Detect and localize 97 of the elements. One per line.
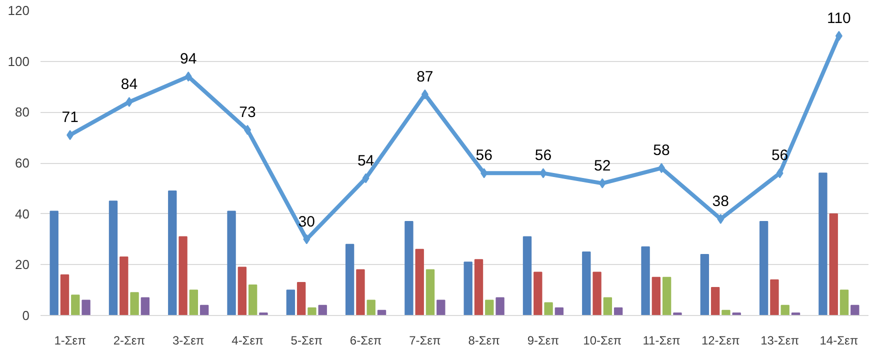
bar	[722, 310, 730, 316]
y-tick-label: 20	[15, 257, 30, 272]
y-tick-label: 80	[15, 104, 30, 120]
bar	[50, 210, 58, 316]
bar	[404, 220, 414, 316]
bar	[554, 307, 564, 316]
bar	[496, 297, 504, 316]
point	[598, 178, 606, 188]
point	[126, 97, 133, 107]
bar	[829, 213, 838, 316]
bar	[248, 284, 258, 316]
x-tick-label: 3-Σεπ	[172, 334, 204, 348]
point	[835, 30, 842, 41]
bar	[238, 266, 247, 316]
point	[421, 89, 428, 100]
data-label: 56	[534, 147, 552, 164]
point	[540, 168, 547, 178]
bar	[534, 272, 542, 316]
bar	[592, 272, 602, 316]
bar	[60, 274, 70, 316]
bar	[82, 300, 90, 316]
bar	[582, 251, 591, 316]
point	[303, 234, 310, 244]
bar	[108, 200, 118, 316]
bar	[780, 304, 790, 316]
bar	[345, 244, 354, 316]
bar	[120, 256, 128, 316]
x-tick-label: 5-Σεπ	[290, 334, 323, 348]
bar	[356, 269, 365, 316]
data-label: 52	[594, 157, 611, 174]
bar	[662, 276, 672, 316]
bar	[614, 307, 623, 316]
y-tick-label: 0	[22, 308, 30, 323]
data-label: 54	[357, 152, 374, 170]
bar	[178, 236, 188, 316]
y-tick-label: 100	[8, 54, 30, 69]
point	[184, 72, 192, 82]
bar	[850, 304, 860, 316]
bar	[603, 297, 612, 316]
bar	[818, 172, 828, 316]
bar	[200, 304, 209, 316]
bar	[426, 269, 435, 316]
data-label: 94	[180, 50, 197, 68]
bar	[710, 287, 720, 316]
bar	[700, 254, 710, 316]
point	[362, 173, 370, 184]
x-tick-label: 2-Σεπ	[113, 334, 146, 348]
data-label: 84	[120, 76, 138, 93]
point	[717, 214, 724, 224]
bar	[130, 292, 139, 316]
bar	[840, 290, 849, 316]
bar	[286, 290, 296, 316]
bar	[168, 190, 177, 316]
bar	[759, 220, 768, 316]
bar	[522, 236, 532, 316]
data-label: 56	[476, 147, 492, 164]
y-tick-label: 120	[8, 3, 30, 18]
x-tick-label: 8-Σεπ	[468, 334, 500, 348]
bar	[770, 279, 779, 316]
x-tick-label: 6-Σεπ	[350, 334, 382, 348]
bar	[189, 290, 198, 316]
x-tick-label: 9-Σεπ	[527, 334, 560, 348]
y-tick-label: 40	[15, 206, 30, 222]
data-label: 38	[712, 192, 729, 210]
bar	[318, 304, 327, 316]
bar	[227, 210, 236, 316]
bar	[71, 294, 80, 316]
x-tick-label: 13-Σεπ	[760, 334, 799, 348]
data-label: 71	[62, 109, 78, 126]
bar	[436, 300, 446, 316]
bar	[308, 307, 316, 316]
x-tick-label: 12-Σεπ	[701, 334, 740, 348]
x-tick-label: 4-Σεπ	[232, 334, 264, 348]
x-tick-label: 7-Σεπ	[409, 334, 441, 348]
bar	[296, 282, 306, 316]
y-tick-label: 60	[15, 156, 30, 170]
point	[480, 168, 488, 178]
bar	[415, 248, 424, 316]
x-tick-label: 11-Σεπ	[642, 334, 680, 348]
bar	[464, 262, 472, 316]
data-label: 87	[416, 68, 434, 86]
bar	[652, 276, 661, 316]
data-label: 58	[653, 142, 670, 160]
bar	[485, 300, 494, 316]
point	[66, 130, 74, 140]
x-tick-label: 10-Σεπ	[583, 334, 622, 348]
point	[776, 168, 784, 178]
data-label: 73	[239, 104, 256, 121]
bar	[366, 300, 376, 316]
x-tick-label: 14-Σεπ	[820, 334, 858, 348]
data-label: 110	[826, 10, 851, 27]
bar	[544, 302, 553, 316]
bar	[474, 259, 484, 316]
data-label: 30	[298, 213, 315, 230]
bar	[140, 297, 150, 316]
x-tick-label: 1-Σεπ	[54, 334, 86, 348]
bar	[641, 246, 650, 316]
